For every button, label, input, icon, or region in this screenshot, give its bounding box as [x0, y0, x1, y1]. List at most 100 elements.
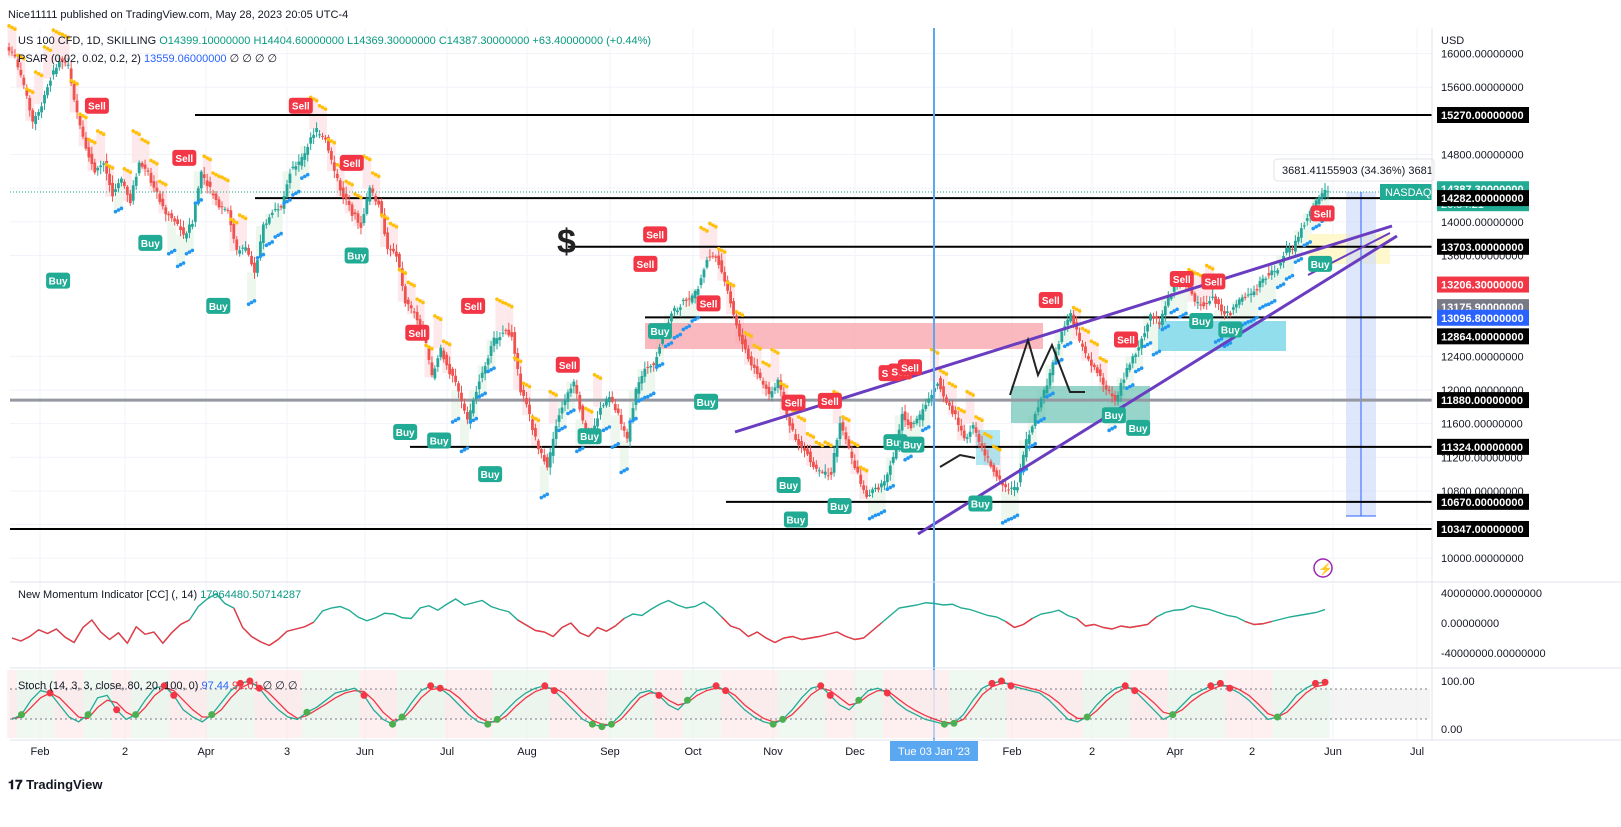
- candle-body: [900, 413, 904, 431]
- candle-body: [800, 441, 803, 448]
- stoch-signal-dot: [360, 691, 368, 699]
- candle-body: [329, 151, 333, 160]
- psar-dot: [873, 513, 878, 518]
- candle-body: [817, 470, 821, 472]
- stoch-legend[interactable]: Stoch (14, 3, 3, close, 80, 20, 100, 0) …: [18, 679, 298, 692]
- candle-body: [604, 398, 608, 406]
- momentum-negative-segment: [721, 616, 732, 627]
- candle-body: [208, 181, 212, 187]
- psar-dot: [471, 418, 476, 423]
- psar-fill: [814, 442, 824, 475]
- psar-dot: [385, 216, 390, 221]
- psar-dot: [98, 130, 103, 135]
- signal-label: Buy: [347, 251, 366, 262]
- candle-body: [625, 431, 629, 439]
- candle-body: [270, 212, 274, 216]
- symbol-legend[interactable]: US 100 CFD, 1D, SKILLING O14399.10000000…: [18, 35, 651, 47]
- momentum-negative-segment: [748, 631, 758, 638]
- x-tick-label: Jul: [440, 746, 454, 758]
- psar-dot: [95, 129, 100, 133]
- psar-dot: [51, 28, 56, 32]
- candle-body: [998, 475, 1002, 480]
- psar-dot: [415, 297, 419, 301]
- psar-dot: [1196, 272, 1200, 276]
- psar-dot: [660, 362, 665, 366]
- candle-body: [495, 338, 499, 344]
- psar-fill: [593, 374, 602, 407]
- candle-body: [276, 209, 280, 211]
- momentum-negative-segment: [91, 619, 102, 633]
- signal-label: Buy: [886, 438, 905, 449]
- stoch-bg-segment: [863, 670, 874, 738]
- candle-body: [1264, 278, 1268, 280]
- momentum-negative-segment: [1022, 617, 1033, 626]
- stoch-signal-dot: [950, 719, 958, 727]
- psar-fill: [114, 179, 123, 212]
- psar-dot: [172, 248, 177, 253]
- psar-dot: [288, 198, 292, 202]
- measure-label-box: [1273, 158, 1435, 182]
- stoch-bg-segment: [340, 670, 350, 738]
- psar-dot: [536, 418, 541, 423]
- psar-legend[interactable]: PSAR (0.02, 0.02, 0.2, 2) 13559.06000000…: [18, 52, 277, 65]
- candle-body: [25, 88, 29, 96]
- stoch-bg-segment: [625, 670, 636, 738]
- psar-fill: [539, 465, 549, 498]
- stoch-bg-segment: [977, 670, 988, 738]
- candle-body: [705, 259, 709, 268]
- stoch-bg-segment: [111, 670, 122, 738]
- psar-dot: [418, 299, 422, 303]
- candle-body: [1279, 262, 1283, 266]
- lower-trendline[interactable]: [917, 234, 1398, 536]
- psar-fill: [1320, 189, 1330, 222]
- psar-dot: [1210, 267, 1215, 271]
- psar-dot: [175, 264, 180, 269]
- tradingview-logo[interactable]: 𝟏𝟕 TradingView: [8, 777, 102, 793]
- stoch-signal-dot: [1207, 682, 1215, 690]
- candle-body: [1323, 189, 1327, 197]
- lightning-icon[interactable]: [1313, 558, 1333, 578]
- psar-fill: [96, 130, 106, 163]
- psar-dot: [1207, 265, 1212, 270]
- stoch-extra: ∅ ∅ ∅: [262, 680, 298, 692]
- candle-body: [764, 384, 768, 389]
- stoch-bg-segment: [1129, 670, 1140, 738]
- psar-dot: [258, 254, 263, 259]
- stoch-bg-segment: [16, 670, 27, 738]
- candle-body: [673, 308, 676, 311]
- upper-trendline[interactable]: [734, 224, 1393, 434]
- candle-body: [1045, 385, 1049, 394]
- momentum-legend[interactable]: New Momentum Indicator [CC] (, 14) 17964…: [18, 589, 301, 601]
- candle-body: [1134, 354, 1138, 357]
- candle-body: [471, 399, 475, 414]
- stoch-d-value: 92.01: [232, 680, 260, 692]
- candle-body: [54, 67, 58, 75]
- stoch-bg-segment: [720, 670, 731, 738]
- psar-dot: [891, 484, 896, 488]
- psar-dot: [589, 410, 594, 414]
- candle-body: [519, 373, 523, 393]
- candle-body: [341, 187, 345, 199]
- candle-body: [539, 448, 543, 454]
- psar-dot: [690, 319, 694, 323]
- candle-body: [687, 298, 691, 300]
- stoch-signal-dot: [712, 682, 720, 690]
- stoch-bg-segment: [568, 670, 579, 738]
- stoch-bg-segment: [1148, 670, 1159, 738]
- stoch-bg-segment: [83, 670, 93, 738]
- psar-dot: [122, 167, 127, 171]
- candle-body: [146, 170, 150, 172]
- psar-dot: [554, 393, 558, 397]
- stoch-bg-segment: [1320, 670, 1330, 738]
- psar-dot: [456, 416, 461, 421]
- candle-body: [1016, 487, 1019, 491]
- psar-dot: [616, 442, 621, 446]
- buy-signal: [1308, 255, 1333, 272]
- psar-fill: [548, 391, 558, 424]
- sell-signal: [633, 255, 658, 272]
- candle-body: [634, 388, 638, 406]
- psar-dot: [468, 420, 473, 424]
- candle-body: [344, 193, 348, 200]
- momentum-negative-segment: [126, 626, 137, 644]
